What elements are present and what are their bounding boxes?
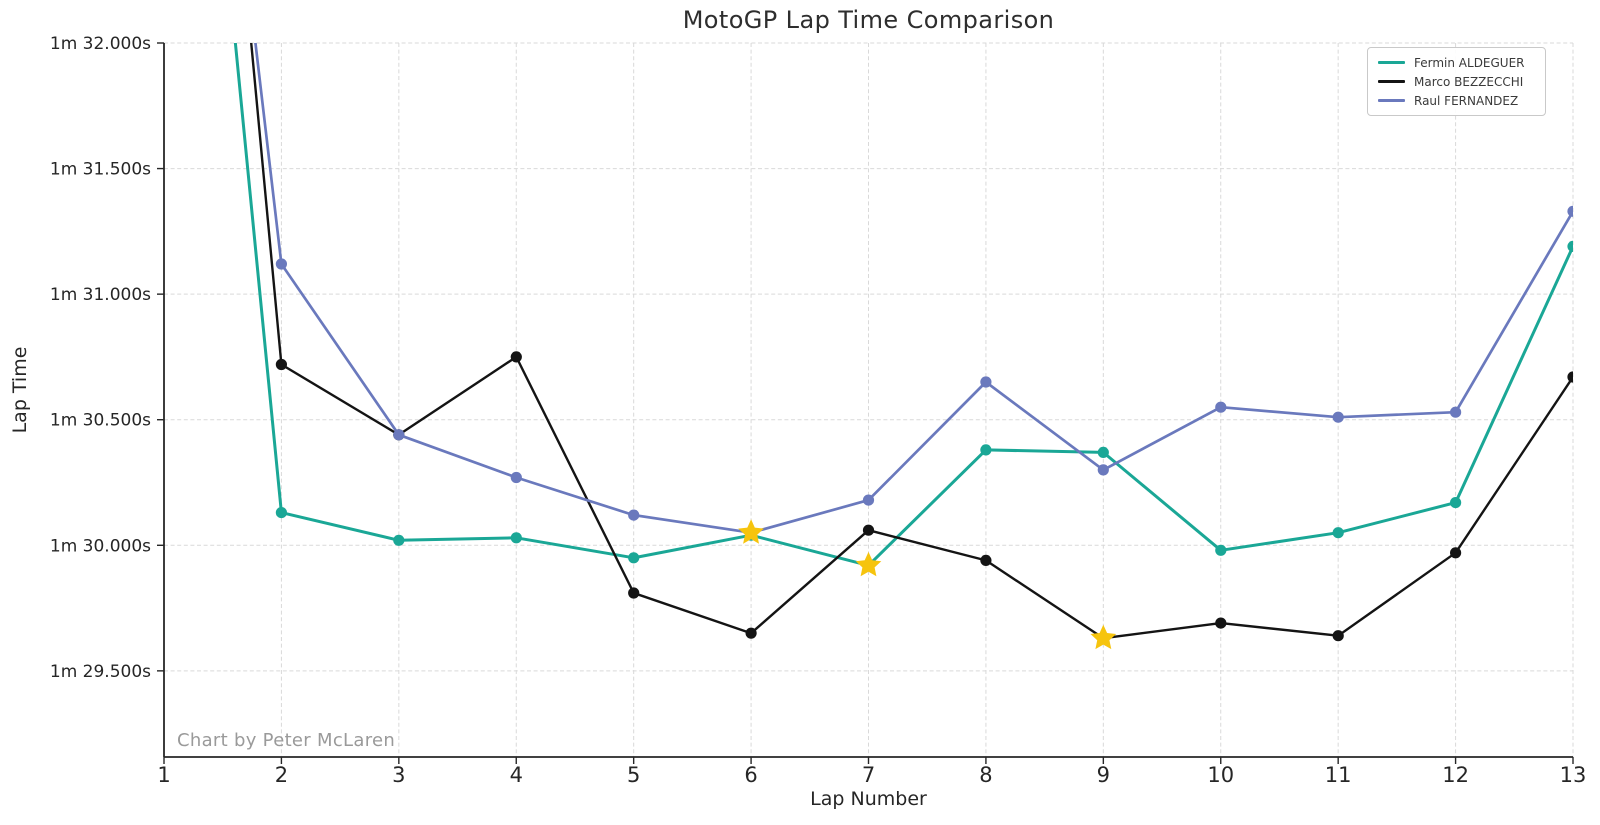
legend-line-swatch-fernandez (1378, 99, 1405, 102)
data-point-marker (1567, 240, 1573, 252)
fastest-lap-star (855, 551, 882, 577)
legend: Fermin ALDEGUER Marco BEZZECCHI Raul FER… (1367, 47, 1546, 116)
x-tick-label: 2 (275, 763, 288, 787)
data-point-marker (510, 471, 522, 484)
x-tick-label: 12 (1442, 763, 1469, 787)
data-point-marker (980, 376, 992, 388)
x-axis-label: Lap Number (810, 788, 927, 810)
legend-label: Fermin ALDEGUER (1414, 55, 1525, 70)
data-point-marker (393, 534, 405, 546)
y-tick-label: 1m 32.000s (50, 34, 151, 54)
legend-item-aldeguer: Fermin ALDEGUER (1378, 55, 1535, 70)
x-tick-label: 10 (1207, 763, 1234, 787)
fastest-lap-star (738, 519, 764, 544)
x-tick-label: 9 (1097, 763, 1110, 787)
data-point-marker (628, 509, 640, 521)
x-tick-label: 6 (744, 763, 757, 787)
data-point-marker (1450, 406, 1462, 418)
data-point-marker (1332, 411, 1344, 423)
data-point-marker (1332, 527, 1344, 539)
x-tick-label: 7 (862, 763, 875, 787)
data-point-marker (980, 444, 992, 456)
chart-title: MotoGP Lap Time Comparison (682, 6, 1055, 34)
watermark-credit: Chart by Peter McLaren (177, 730, 396, 751)
data-point-marker (745, 627, 757, 639)
data-point-marker (862, 524, 875, 536)
y-tick-label: 1m 31.000s (50, 285, 151, 305)
data-point-marker (275, 358, 287, 371)
legend-label: Marco BEZZECCHI (1414, 74, 1524, 89)
data-point-marker (980, 554, 992, 567)
data-point-marker (1215, 544, 1227, 556)
legend-line-swatch-aldeguer (1378, 61, 1405, 64)
y-tick-label: 1m 31.500s (50, 160, 151, 180)
series-fernandez (254, 43, 1573, 539)
data-point-marker (275, 506, 287, 519)
x-tick-label: 11 (1325, 763, 1352, 787)
y-tick-label: 1m 30.500s (50, 411, 151, 431)
series-line (250, 43, 1573, 640)
legend-item-bezzecchi: Marco BEZZECCHI (1378, 74, 1535, 89)
x-tick-label: 1 (157, 763, 170, 787)
data-point-marker (510, 532, 522, 544)
x-tick-label: 3 (392, 763, 405, 787)
data-point-marker (1450, 547, 1462, 559)
data-point-marker (862, 494, 875, 506)
x-tick-label: 13 (1560, 763, 1587, 787)
y-tick-label: 1m 29.500s (50, 662, 151, 682)
legend-label: Raul FERNANDEZ (1414, 93, 1519, 108)
fastest-lap-star (1090, 624, 1117, 650)
data-point-marker (1450, 497, 1462, 509)
data-point-marker (1097, 464, 1109, 476)
data-point-marker (1567, 205, 1573, 217)
data-point-marker (628, 587, 640, 599)
data-point-marker (1215, 617, 1227, 629)
x-tick-label: 5 (627, 763, 640, 787)
legend-item-fernandez: Raul FERNANDEZ (1378, 93, 1535, 108)
x-tick-label: 4 (510, 763, 523, 787)
data-point-marker (1215, 401, 1227, 413)
data-point-marker (1567, 371, 1573, 383)
data-point-marker (1332, 630, 1344, 642)
y-tick-label: 1m 30.000s (50, 536, 151, 556)
data-point-marker (393, 429, 405, 441)
x-tick-label: 8 (979, 763, 992, 787)
data-point-marker (275, 258, 287, 270)
data-point-marker (510, 351, 522, 363)
data-point-marker (628, 552, 640, 564)
data-point-marker (1097, 446, 1109, 458)
legend-line-swatch-bezzecchi (1378, 80, 1405, 83)
